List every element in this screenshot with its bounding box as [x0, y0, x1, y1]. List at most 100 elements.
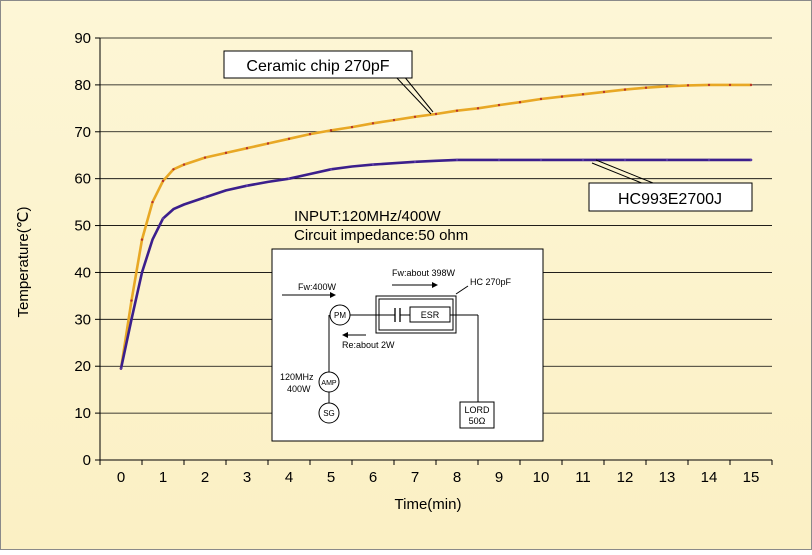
series-point-0 — [203, 156, 207, 159]
series-point-0 — [623, 88, 627, 91]
series-point-0 — [728, 83, 732, 87]
series-point-1 — [329, 168, 333, 171]
y-tick-label: 60 — [74, 171, 91, 188]
series-point-0 — [686, 84, 690, 87]
x-tick-label: 15 — [743, 469, 760, 486]
series-point-1 — [161, 217, 165, 220]
ceramic-legend-label: Ceramic chip 270pF — [246, 58, 389, 75]
y-tick-label: 80 — [74, 77, 91, 94]
series-point-0 — [644, 86, 648, 89]
series-point-0 — [518, 101, 522, 104]
x-tick-label: 0 — [117, 469, 125, 486]
series-point-0 — [130, 299, 133, 302]
y-tick-label: 20 — [74, 358, 91, 375]
y-tick-label: 0 — [83, 452, 91, 469]
series-point-0 — [350, 125, 354, 129]
re-arrow-head — [342, 332, 348, 338]
series-point-1 — [539, 158, 543, 162]
x-tick-label: 14 — [701, 469, 718, 486]
amp-circle — [318, 371, 340, 393]
circuit-diagram: Fw:400W Fw:about 398W HC 270pF Re:about … — [271, 248, 544, 442]
y-axis-label: Temperature(℃) — [15, 206, 32, 317]
series-point-1 — [497, 158, 501, 162]
axes — [95, 37, 773, 465]
series-point-0 — [413, 115, 417, 118]
y-tick-label: 70 — [74, 124, 91, 141]
series-point-0 — [287, 137, 291, 141]
series-point-1 — [455, 158, 459, 162]
hc-legend-box — [588, 182, 753, 212]
fw-about-arrow-head — [432, 282, 438, 288]
series-point-1 — [413, 160, 417, 163]
series-point-0 — [392, 118, 396, 122]
hc-legend-label: HC993E2700J — [618, 191, 722, 208]
series-point-1 — [119, 367, 123, 370]
y-tick-label: 10 — [74, 405, 91, 422]
series-point-1 — [203, 196, 207, 199]
sg-circle — [318, 402, 340, 424]
impedance-annotation: Circuit impedance:50 ohm — [294, 227, 468, 244]
series-point-1 — [581, 158, 585, 162]
esr-label: ESR — [421, 310, 440, 320]
x-tick-label: 3 — [243, 469, 251, 486]
hc-leader-line — [595, 159, 654, 184]
y-tick-label: 50 — [74, 218, 91, 235]
series-point-0 — [665, 85, 669, 88]
circuit-frame — [271, 248, 544, 442]
series-point-0 — [151, 200, 154, 204]
grid-lines — [100, 37, 772, 414]
series-point-1 — [707, 158, 711, 162]
power-label: 400W — [287, 384, 311, 394]
series-point-0 — [224, 151, 228, 155]
x-tick-label: 2 — [201, 469, 209, 486]
x-tick-label: 12 — [617, 469, 634, 486]
series-lines — [119, 83, 753, 370]
series-point-1 — [665, 158, 669, 162]
series-point-0 — [476, 107, 480, 110]
sg-label: SG — [323, 409, 335, 418]
series-point-0 — [371, 122, 375, 125]
series-point-0 — [560, 95, 564, 98]
series-point-0 — [707, 83, 711, 87]
pm-label: PM — [334, 311, 346, 320]
ceramic-legend-box — [223, 50, 413, 79]
fw-label: Fw:400W — [298, 282, 337, 292]
pm-circle — [329, 304, 351, 326]
hc-label: HC 270pF — [470, 277, 512, 287]
y-tick-label: 30 — [74, 311, 91, 328]
load-box — [459, 401, 495, 429]
series-point-0 — [245, 146, 249, 150]
series-point-0 — [308, 132, 312, 136]
fw-arrow-head — [330, 292, 336, 298]
series-point-1 — [245, 184, 249, 187]
series-point-0 — [539, 97, 543, 101]
y-tick-label: 90 — [74, 30, 91, 47]
series-point-0 — [140, 238, 144, 241]
series-line-0 — [119, 83, 753, 370]
x-tick-label: 4 — [285, 469, 293, 486]
series-point-0 — [161, 179, 165, 183]
series-point-0 — [434, 112, 438, 116]
load-ohm-label: 50Ω — [469, 416, 486, 426]
input-annotation: INPUT:120MHz/400W — [294, 208, 442, 225]
x-tick-labels: 0 1 2 3 4 5 6 7 8 9 10 11 12 13 14 15 — [117, 469, 760, 486]
x-tick-label: 5 — [327, 469, 335, 486]
x-tick-label: 11 — [575, 469, 591, 486]
x-tick-label: 1 — [159, 469, 167, 486]
x-tick-label: 8 — [453, 469, 461, 486]
load-label: LORD — [464, 405, 490, 415]
series-point-1 — [371, 163, 375, 166]
series-point-0 — [749, 83, 753, 87]
x-tick-label: 9 — [495, 469, 503, 486]
series-point-1 — [623, 158, 627, 162]
x-tick-label: 10 — [533, 469, 550, 486]
amp-label: AMP — [321, 380, 337, 387]
fw-about-label: Fw:about 398W — [392, 268, 456, 278]
hc-pointer — [455, 285, 469, 295]
series-point-1 — [749, 158, 753, 162]
series-point-0 — [455, 109, 459, 112]
ceramic-leader-line-2 — [394, 75, 432, 115]
y-tick-label: 40 — [74, 264, 91, 281]
series-point-0 — [329, 129, 333, 132]
